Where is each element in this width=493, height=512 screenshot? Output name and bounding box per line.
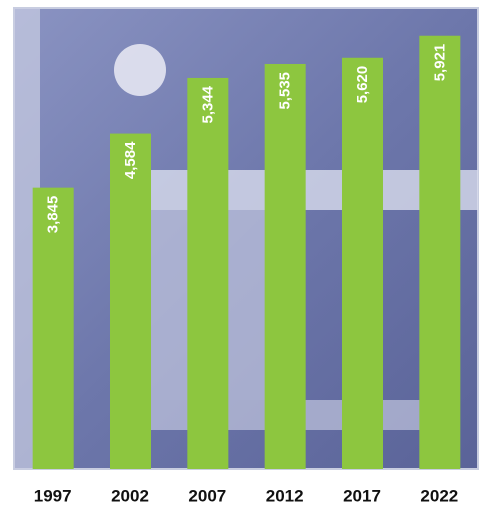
bar bbox=[32, 187, 74, 469]
x-tick-label: 1997 bbox=[34, 486, 72, 505]
x-tick-label: 2002 bbox=[111, 486, 149, 505]
value-label: 3,845 bbox=[45, 196, 62, 234]
background-photo bbox=[13, 7, 479, 470]
value-label: 5,344 bbox=[199, 85, 216, 123]
value-label: 5,620 bbox=[354, 66, 371, 104]
bar bbox=[187, 77, 229, 469]
x-tick-label: 2022 bbox=[420, 486, 458, 505]
value-label: 4,584 bbox=[122, 141, 139, 179]
bar bbox=[110, 133, 151, 469]
x-tick-label: 2017 bbox=[343, 486, 381, 505]
x-tick-label: 2007 bbox=[188, 486, 226, 505]
value-label: 5,921 bbox=[431, 44, 448, 82]
value-label: 5,535 bbox=[277, 72, 294, 110]
bar bbox=[342, 57, 383, 470]
bar bbox=[419, 35, 461, 469]
x-tick-label: 2012 bbox=[266, 486, 304, 505]
bar bbox=[264, 63, 306, 469]
